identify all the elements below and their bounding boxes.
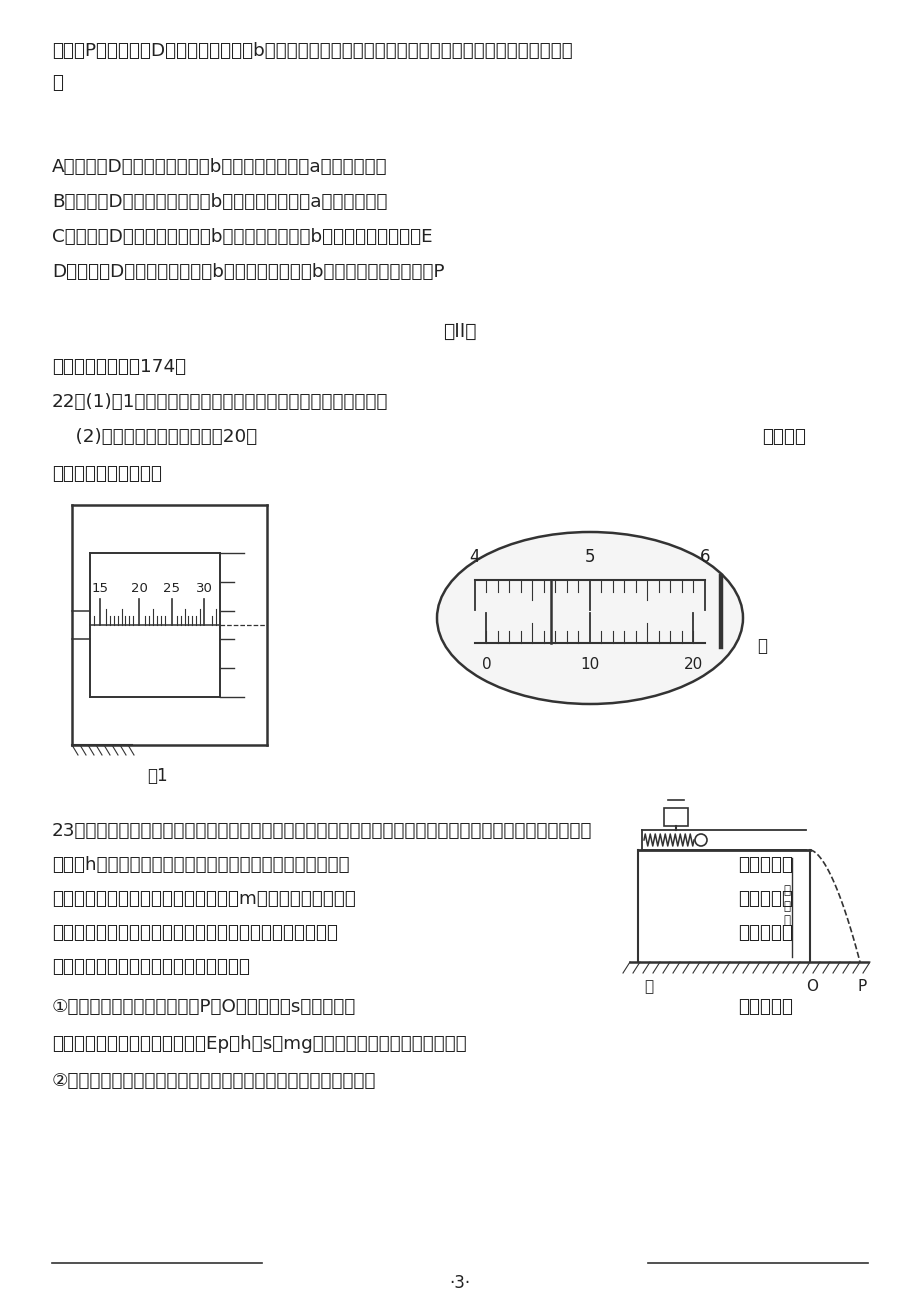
Text: ②该同学改变弹簧的压缩量进行多次实验，测量得到下表的数据：: ②该同学改变弹簧的压缩量进行多次实验，测量得到下表的数据：: [52, 1072, 376, 1090]
Text: 20: 20: [683, 658, 702, 672]
Text: (2)图甲中游标卡尺（游标为20分: (2)图甲中游标卡尺（游标为20分: [52, 428, 257, 447]
Text: 第II卷: 第II卷: [443, 322, 476, 341]
Text: 25: 25: [164, 582, 180, 595]
Text: 小球释放前压缩弹簧的弹性势能Ep与h、s和mg之间的关系式是＿＿＿＿＿＿；: 小球释放前压缩弹簧的弹性势能Ep与h、s和mg之间的关系式是＿＿＿＿＿＿；: [52, 1035, 466, 1053]
Text: 甲: 甲: [756, 637, 766, 655]
Text: 重
垂
线: 重 垂 线: [782, 884, 789, 927]
Text: A．若细杆D水平向左移动，则b球摆到最低点时，a球会离开地面: A．若细杆D水平向左移动，则b球摆到最低点时，a球会离开地面: [52, 158, 387, 176]
Text: 数是＿＿＿＿＿＿＿；: 数是＿＿＿＿＿＿＿；: [52, 465, 162, 483]
Text: 6: 6: [699, 548, 709, 566]
Text: 15: 15: [92, 582, 108, 595]
Text: C．若细杆D水平向左移动，则b球摆到最低点时，b球的机械能仍将等于E: C．若细杆D水平向左移动，则b球摆到最低点时，b球的机械能仍将等于E: [52, 228, 432, 246]
Text: P: P: [857, 979, 866, 993]
Text: 4: 4: [470, 548, 480, 566]
Text: 出，小球落: 出，小球落: [737, 924, 792, 943]
Text: 20: 20: [130, 582, 148, 595]
Text: 度）的读: 度）的读: [761, 428, 805, 447]
Text: 功率为P。现把细杆D水平移动少许，让b球仍从原位置由静止释放，不计空气阻力，下列说法中不正确的: 功率为P。现把细杆D水平移动少许，让b球仍从原位置由静止释放，不计空气阻力，下列…: [52, 42, 573, 60]
Text: ·3·: ·3·: [449, 1273, 470, 1292]
Ellipse shape: [437, 533, 743, 704]
Text: 23．为了研究轻质弹簧的弹性势能与弹簧压缩量的关系，某实验小组的实验装置如图甲所示，水平光滑槽距地: 23．为了研究轻质弹簧的弹性势能与弹簧压缩量的关系，某实验小组的实验装置如图甲所…: [52, 822, 592, 840]
Text: B．若细杆D水平向右移动，则b球摆到最低点时，a球会离开地面: B．若细杆D水平向右移动，则b球摆到最低点时，a球会离开地面: [52, 193, 387, 211]
Text: 30: 30: [196, 582, 212, 595]
Bar: [664, 809, 687, 825]
Text: 甲: 甲: [643, 979, 652, 993]
Text: 轻质弹簧，其左端固定，右端与质量为m的小钢球接触。将小: 轻质弹簧，其左端固定，右端与质量为m的小钢球接触。将小: [52, 891, 356, 907]
Text: 面高为h，光滑槽与桌子右边缘垂直，槽出口与桌边缘相齐，: 面高为h，光滑槽与桌子右边缘垂直，槽出口与桌边缘相齐，: [52, 855, 349, 874]
Text: 10: 10: [580, 658, 599, 672]
Text: 图1: 图1: [146, 767, 167, 785]
Text: O: O: [805, 979, 817, 993]
Text: 槽中放置一: 槽中放置一: [737, 855, 792, 874]
Text: 三、非选择题：共174分: 三、非选择题：共174分: [52, 358, 186, 376]
Text: 5: 5: [584, 548, 595, 566]
Text: 0: 0: [482, 658, 491, 672]
Text: 压缩弹簧一段距离后由静止释放，弹簧将小球沿水平方向推: 压缩弹簧一段距离后由静止释放，弹簧将小球沿水平方向推: [52, 924, 337, 943]
Text: 22．(1)图1中螺旋测微器的读数为＿＿＿＿＿＿＿＿＿＿＿＿。: 22．(1)图1中螺旋测微器的读数为＿＿＿＿＿＿＿＿＿＿＿＿。: [52, 393, 388, 411]
Text: 球向左推，: 球向左推，: [737, 891, 792, 907]
Text: 论分析得到: 论分析得到: [737, 999, 792, 1016]
Text: ①若测得某次实验小球的落点P到O点的距离为s，那么由理: ①若测得某次实验小球的落点P到O点的距离为s，那么由理: [52, 999, 356, 1016]
Text: 是: 是: [52, 74, 62, 92]
Text: D．若细杆D水平向右移动，则b球摆到最低点时，b球重力的瞬时功率仍为P: D．若细杆D水平向右移动，则b球摆到最低点时，b球重力的瞬时功率仍为P: [52, 263, 444, 281]
Text: 到位于水平地面的记录纸上，留下痕迹。: 到位于水平地面的记录纸上，留下痕迹。: [52, 958, 250, 976]
